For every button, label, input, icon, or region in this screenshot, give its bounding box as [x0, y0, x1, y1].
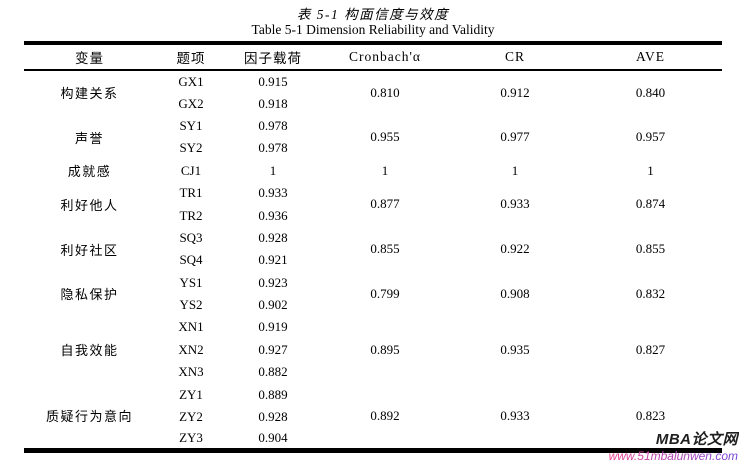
table-header: 变量 题项 因子载荷 Cronbach'α CR AVE — [24, 43, 722, 71]
item-code-cell: SQ4 — [179, 252, 203, 268]
table-row: 利好社区 SQ3 0.928 0.855 0.922 0.855 — [24, 227, 722, 258]
table-row: SQ4 0.921 — [24, 249, 722, 271]
item-code-cell: TR2 — [179, 207, 203, 223]
factor-loading-cell: 0.927 — [258, 341, 288, 357]
cronbach-value-cell: 0.877 — [370, 196, 400, 212]
header-cronbach-alpha: Cronbach'α — [319, 43, 451, 71]
ave-value-cell: 0.874 — [635, 196, 666, 212]
header-ave: AVE — [579, 43, 722, 71]
ave-value-cell: 0.823 — [635, 407, 666, 423]
table-row: 利好他人 TR1 0.933 0.877 0.933 0.874 — [24, 182, 722, 213]
table-title-en: Table 5-1 Dimension Reliability and Vali… — [251, 22, 495, 37]
item-code-cell: ZY3 — [179, 430, 203, 446]
cronbach-value-cell: 1 — [381, 162, 389, 178]
table-row: 声誉 SY1 0.978 0.955 0.977 0.957 — [24, 115, 722, 146]
ave-value-cell: 0.832 — [635, 285, 666, 301]
item-code-cell: XN1 — [178, 319, 204, 335]
table-row: GX2 0.918 — [24, 92, 722, 114]
header-item: 题项 — [155, 43, 227, 71]
item-code-cell: YS1 — [179, 274, 203, 290]
table-row: ZY3 0.904 — [24, 428, 722, 450]
table-row: XN3 0.882 — [24, 361, 722, 383]
variable-cell: 隐私保护 — [60, 287, 119, 303]
cr-value-cell: 0.977 — [500, 129, 530, 145]
factor-loading-cell: 0.923 — [258, 274, 288, 290]
table-row: YS2 0.902 — [24, 294, 722, 316]
cr-value-cell: 1 — [511, 162, 519, 178]
cr-value-cell: 0.933 — [500, 196, 530, 212]
factor-loading-cell: 0.928 — [258, 409, 288, 425]
ave-value-cell: 0.827 — [635, 341, 666, 357]
factor-loading-cell: 0.915 — [258, 73, 288, 89]
cronbach-value-cell: 0.799 — [370, 285, 400, 301]
factor-loading-cell: 0.889 — [258, 386, 288, 402]
table-row: 自我效能 XN1 0.919 0.895 0.935 0.827 — [24, 316, 722, 358]
watermark-url: www.51mbalunwen.com — [606, 450, 738, 463]
table-row: 隐私保护 YS1 0.923 0.799 0.908 0.832 — [24, 272, 722, 303]
variable-cell: 质疑行为意向 — [45, 409, 133, 425]
factor-loading-cell: 1 — [269, 162, 277, 178]
table-row: 构建关系 GX1 0.915 0.810 0.912 0.840 — [24, 70, 722, 102]
factor-loading-cell: 0.933 — [258, 185, 288, 201]
cronbach-value-cell: 0.892 — [370, 407, 400, 423]
item-code-cell: ZY1 — [179, 386, 203, 402]
variable-cell: 声誉 — [74, 130, 104, 146]
cronbach-value-cell: 0.955 — [370, 129, 400, 145]
variable-cell: 自我效能 — [60, 343, 119, 359]
cronbach-value-cell: 0.895 — [370, 341, 400, 357]
cr-value-cell: 0.912 — [500, 84, 530, 100]
factor-loading-cell: 0.936 — [258, 207, 288, 223]
factor-loading-cell: 0.904 — [258, 430, 288, 446]
item-code-cell: TR1 — [179, 185, 203, 201]
watermark-brand: MBA论文网 — [655, 431, 738, 449]
variable-cell: 利好社区 — [60, 242, 119, 258]
table-row: ZY2 0.928 — [24, 406, 722, 428]
variable-cell: 成就感 — [67, 164, 112, 180]
header-factor-loading: 因子载荷 — [227, 43, 319, 71]
factor-loading-cell: 0.978 — [258, 117, 288, 133]
factor-loading-cell: 0.921 — [258, 252, 288, 268]
table-header-row: 变量 题项 因子载荷 Cronbach'α CR AVE — [24, 43, 722, 71]
factor-loading-cell: 0.928 — [258, 229, 288, 245]
item-code-cell: SQ3 — [179, 229, 203, 245]
factor-loading-cell: 0.978 — [258, 140, 288, 156]
factor-loading-cell: 0.918 — [258, 95, 288, 111]
table-row: SY2 0.978 — [24, 137, 722, 159]
item-code-cell: YS2 — [179, 297, 203, 313]
item-code-cell: SY1 — [179, 117, 203, 133]
variable-cell: 利好他人 — [60, 197, 119, 213]
item-code-cell: GX1 — [178, 73, 204, 89]
factor-loading-cell: 0.919 — [258, 319, 288, 335]
table-row: 质疑行为意向 ZY1 0.889 0.892 0.933 0.823 — [24, 383, 722, 425]
ave-value-cell: 0.957 — [635, 129, 666, 145]
cr-value-cell: 0.908 — [500, 285, 530, 301]
cronbach-value-cell: 0.855 — [370, 241, 400, 257]
ave-value-cell: 1 — [647, 162, 654, 178]
factor-loading-cell: 0.882 — [258, 364, 288, 380]
watermark: MBA论文网 www.51mbalunwen.com — [606, 432, 738, 465]
item-code-cell: GX2 — [178, 95, 204, 111]
cr-value-cell: 0.935 — [500, 341, 530, 357]
header-variable: 变量 — [24, 43, 155, 71]
cr-value-cell: 0.922 — [500, 241, 530, 257]
table-row: 成就感 CJ1 1 1 1 1 — [24, 160, 722, 182]
item-code-cell: XN3 — [178, 364, 204, 380]
table-title-zh: 表 5-1 构面信度与效度 — [296, 7, 450, 22]
header-cr: CR — [451, 43, 579, 71]
item-code-cell: ZY2 — [179, 409, 203, 425]
reliability-table-body: 构建关系 GX1 0.915 0.810 0.912 0.840 GX2 0.918 声誉 SY1… — [24, 70, 722, 451]
factor-loading-cell: 0.902 — [258, 297, 288, 313]
reliability-validity-table: 变量 题项 因子载荷 Cronbach'α CR AVE 构建关系 GX1 0.91… — [24, 41, 722, 454]
ave-value-cell: 0.840 — [635, 84, 666, 100]
item-code-cell: CJ1 — [180, 162, 202, 178]
table-row: TR2 0.936 — [24, 204, 722, 226]
variable-cell: 构建关系 — [60, 86, 119, 102]
table-row: XN2 0.927 — [24, 339, 722, 361]
cronbach-value-cell: 0.810 — [370, 84, 400, 100]
ave-value-cell: 0.855 — [635, 241, 666, 257]
cr-value-cell: 0.933 — [500, 407, 530, 423]
item-code-cell: XN2 — [178, 341, 204, 357]
item-code-cell: SY2 — [179, 140, 203, 156]
